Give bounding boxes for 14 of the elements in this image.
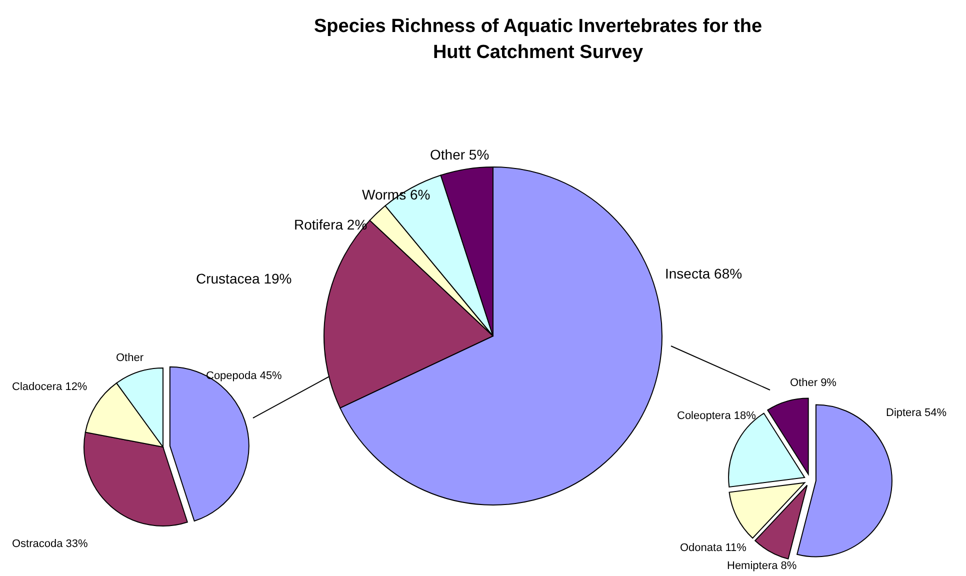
slice-label: Other 9% <box>790 376 837 389</box>
slice-label: Other <box>116 352 144 364</box>
slice-label: Crustacea 19% <box>196 270 292 287</box>
slice-label: Diptera 54% <box>886 406 947 419</box>
slice-label: Copepoda 45% <box>206 370 282 382</box>
slice-label: Coleoptera 18% <box>677 410 756 422</box>
slice-label: Hemiptera 8% <box>727 560 797 572</box>
slice-label: Odonata 11% <box>680 542 747 554</box>
chart-title: Species Richness of Aquatic Invertebrates for the Hutt Catchment Survey <box>314 16 762 63</box>
slice-label: Insecta 68% <box>665 266 742 282</box>
slice-label: Other 5% <box>430 146 490 163</box>
slice-label: Rotifera 2% <box>294 216 368 233</box>
slice-label: Ostracoda 33% <box>12 538 88 550</box>
slice-label: Cladocera 12% <box>12 380 88 393</box>
